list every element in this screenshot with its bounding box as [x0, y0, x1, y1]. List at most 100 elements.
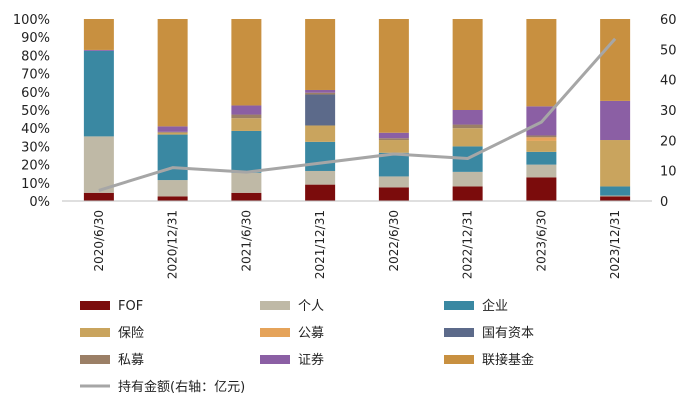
bar-3-1 — [157, 132, 188, 135]
bar-0-4 — [378, 187, 409, 201]
left-tick-label: 0% — [29, 195, 50, 210]
legend-label: 个人 — [298, 299, 324, 314]
legend-swatch — [80, 355, 110, 364]
left-tick-label: 70% — [21, 68, 50, 83]
x-tick-label: 2022/12/31 — [461, 210, 475, 279]
left-tick-label: 60% — [21, 86, 50, 101]
left-tick-label: 80% — [21, 49, 50, 64]
bar-8-1 — [157, 19, 188, 127]
bar-1-1 — [157, 180, 188, 197]
line-series — [98, 37, 617, 192]
right-axis-ticks: 0 10 20 30 40 50 60 — [660, 13, 677, 210]
legend-swatch — [444, 355, 474, 364]
bar-7-1 — [157, 126, 188, 132]
bar-2-0 — [83, 50, 114, 137]
bar-4-6 — [526, 137, 557, 141]
legend-swatch — [260, 328, 290, 337]
bar-8-6 — [526, 19, 557, 107]
bar-1-4 — [378, 176, 409, 188]
bar-1-2 — [231, 172, 262, 193]
bar-5-3 — [305, 94, 336, 126]
bar-7-4 — [378, 132, 409, 139]
bar-8-5 — [452, 19, 483, 110]
legend-label: 证券 — [298, 352, 324, 368]
legend-swatch — [260, 355, 290, 364]
x-tick-label: 2023/6/30 — [534, 210, 548, 272]
bar-6-5 — [452, 124, 483, 129]
legend-label: 私募 — [118, 353, 144, 368]
bar-3-7 — [600, 140, 631, 187]
legend-label: 联接基金 — [482, 352, 534, 368]
legend-swatch — [260, 301, 290, 310]
right-tick-label: 0 — [660, 195, 668, 210]
right-tick-label: 30 — [660, 104, 677, 119]
bar-1-5 — [452, 171, 483, 187]
bar-6-2 — [231, 114, 262, 119]
bar-3-4 — [378, 140, 409, 153]
bar-3-2 — [231, 118, 262, 131]
left-tick-label: 100% — [13, 13, 50, 28]
bar-2-3 — [305, 141, 336, 171]
holding-amount-line — [98, 37, 617, 192]
bar-7-0 — [83, 49, 114, 51]
left-axis-ticks: 0% 10% 20% 30% 40% 50% 60% 70% 80% 90% 100% — [13, 13, 50, 210]
left-tick-label: 20% — [21, 159, 50, 174]
left-tick-label: 90% — [21, 31, 50, 46]
left-tick-label: 10% — [21, 177, 50, 192]
bar-3-3 — [305, 125, 336, 142]
bar-group — [83, 19, 631, 201]
bar-6-6 — [526, 135, 557, 138]
bar-8-2 — [231, 19, 262, 106]
bar-8-3 — [305, 19, 336, 90]
bar-8-0 — [83, 19, 114, 50]
bar-2-1 — [157, 134, 188, 181]
left-tick-label: 40% — [21, 122, 50, 137]
bar-3-6 — [526, 140, 557, 152]
legend-label: 企业 — [482, 298, 508, 314]
bar-0-7 — [600, 196, 631, 201]
legend-swatch — [80, 301, 110, 310]
bar-0-0 — [83, 192, 114, 201]
bar-1-7 — [600, 195, 631, 197]
legend-label: 国有资本 — [482, 326, 534, 341]
bar-7-7 — [600, 100, 631, 141]
bar-1-0 — [83, 136, 114, 193]
bar-8-7 — [600, 19, 631, 101]
x-tick-label: 2020/6/30 — [92, 210, 106, 272]
bar-0-3 — [305, 184, 336, 201]
left-tick-label: 30% — [21, 140, 50, 155]
legend-swatch — [444, 301, 474, 310]
right-tick-label: 50 — [660, 43, 677, 58]
x-axis-ticks: 2020/6/30 2020/12/31 2021/6/30 2021/12/31 20… — [92, 210, 622, 279]
left-tick-label: 50% — [21, 104, 50, 119]
right-tick-label: 40 — [660, 74, 677, 89]
bar-7-3 — [305, 89, 336, 93]
legend-swatch — [444, 328, 474, 337]
bar-0-6 — [526, 177, 557, 201]
bar-6-3 — [305, 92, 336, 95]
bar-2-4 — [378, 152, 409, 177]
right-tick-label: 20 — [660, 134, 677, 149]
bar-6-4 — [378, 138, 409, 141]
right-tick-label: 60 — [660, 13, 677, 28]
bar-2-6 — [526, 151, 557, 165]
bar-7-5 — [452, 110, 483, 125]
bar-3-5 — [452, 128, 483, 147]
bar-6-1 — [157, 131, 188, 133]
x-tick-label: 2022/6/30 — [387, 210, 401, 272]
bar-2-2 — [231, 130, 262, 173]
x-tick-label: 2021/12/31 — [313, 210, 327, 279]
bar-8-4 — [378, 19, 409, 133]
legend-label: 保险 — [118, 326, 144, 341]
legend-swatch — [80, 328, 110, 337]
x-tick-label: 2021/6/30 — [239, 210, 253, 272]
bar-0-1 — [157, 196, 188, 201]
bar-1-3 — [305, 170, 336, 185]
bar-0-2 — [231, 192, 262, 201]
bar-1-6 — [526, 164, 557, 178]
bar-0-5 — [452, 186, 483, 201]
legend-line-label: 持有金额(右轴：亿元) — [118, 379, 245, 395]
x-tick-label: 2023/12/31 — [608, 210, 622, 279]
